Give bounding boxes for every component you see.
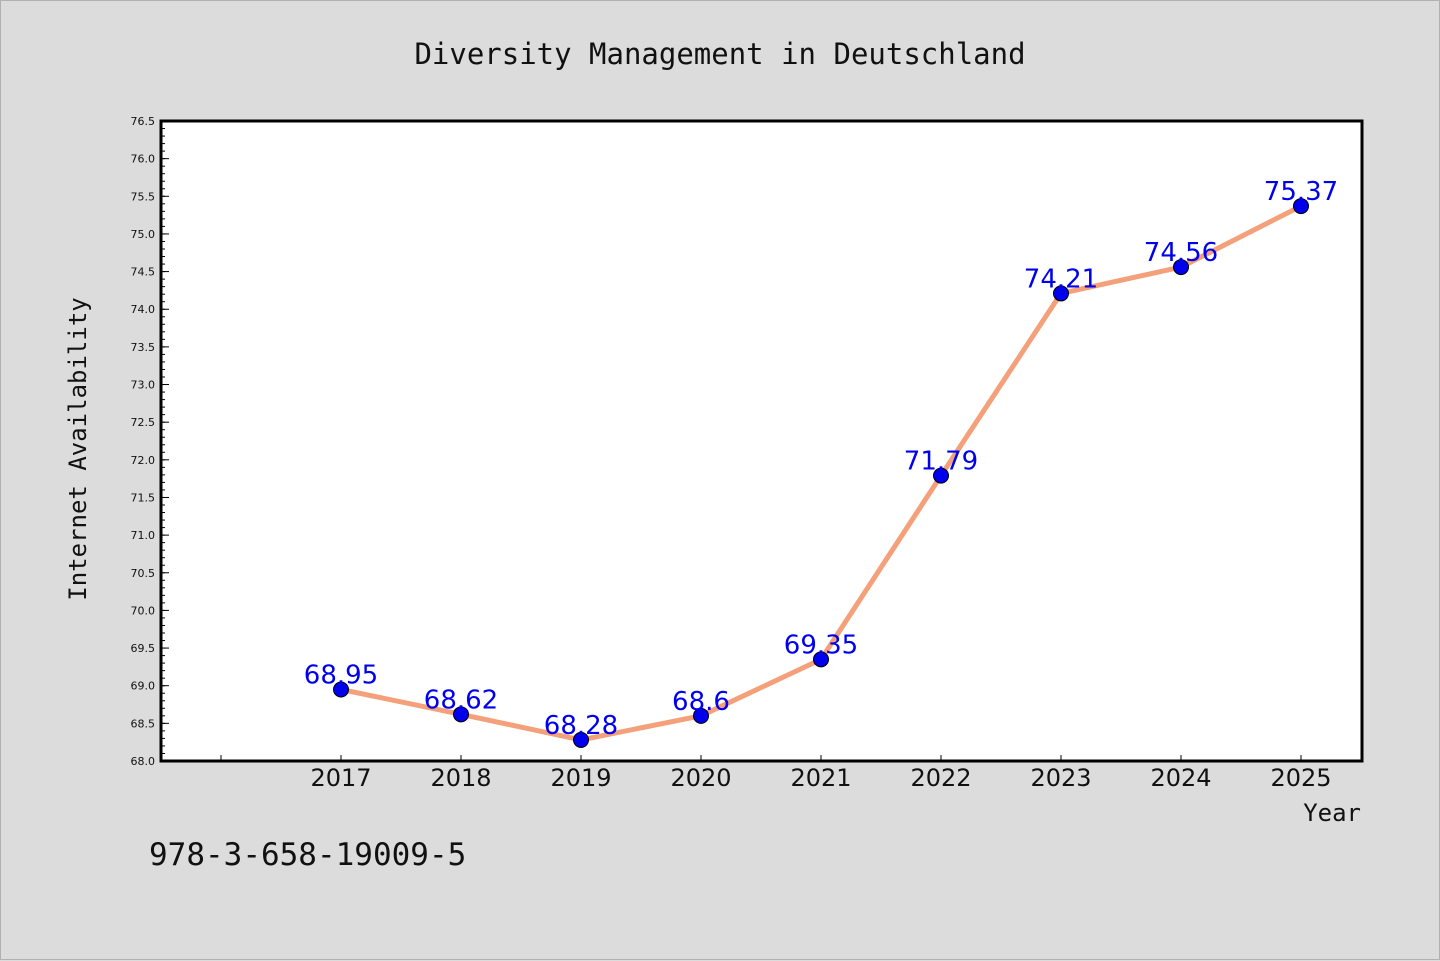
data-label: 68.62 [424,685,498,715]
y-tick-label: 68.0 [131,755,156,768]
y-tick-label: 70.0 [131,604,156,617]
y-tick-label: 73.0 [131,379,156,392]
y-tick-label: 71.0 [131,529,156,542]
x-tick-label: 2020 [670,764,731,792]
data-point [1293,198,1309,215]
y-tick-label: 75.5 [131,190,156,203]
data-point [933,467,949,484]
data-point [333,681,349,698]
y-axis: 68.0 68.5 69.0 69.5 70.0 70.5 71.0 71.5 72.0 72.5… [131,115,169,768]
y-tick-label: 76.5 [131,115,156,128]
y-tick-label: 72.0 [131,454,156,467]
chart-title: Diversity Management in Deutschland [414,37,1025,71]
x-axis: 2017 2018 2019 2020 2021 2022 2023 2024 2025 [220,755,1332,792]
x-tick-label: 2023 [1030,764,1091,792]
data-point [693,707,709,724]
y-tick-label: 74.0 [131,303,156,316]
y-tick-label: 71.5 [131,491,156,504]
y-tick-label: 76.0 [131,153,156,166]
y-tick-label: 74.5 [131,266,156,279]
x-tick-label: 2022 [910,764,971,792]
x-tick-label: 2017 [310,764,371,792]
data-label: 68.28 [544,711,618,741]
y-tick-label: 69.0 [131,680,156,693]
y-tick-label: 73.5 [131,341,156,354]
data-label: 68.95 [304,660,378,690]
x-tick-label: 2019 [550,764,611,792]
x-tick-label: 2021 [790,764,851,792]
isbn-footnote: 978-3-658-19009-5 [149,837,466,873]
data-label: 69.35 [784,630,858,660]
plot-area [159,119,1364,763]
data-label: 75.37 [1264,177,1338,207]
y-tick-label: 69.5 [131,642,156,655]
y-tick-label: 70.5 [131,567,156,580]
data-point [1053,285,1069,302]
data-label: 68.6 [672,687,730,717]
y-tick-label: 68.5 [131,717,156,730]
x-tick-label: 2025 [1270,764,1331,792]
data-label: 71.79 [904,447,978,477]
data-point [1173,259,1189,276]
data-point [573,731,589,748]
data-label: 74.56 [1144,238,1218,268]
x-axis-label: Year [1303,799,1361,827]
series-group: 68.95 68.62 68.28 68.6 69.35 71.79 74.21 74.56 7… [304,177,1338,748]
data-point [813,651,829,668]
data-point [453,706,469,723]
x-tick-label: 2018 [430,764,491,792]
data-label: 74.21 [1024,264,1098,294]
y-axis-label: Internet Availability [64,297,92,600]
y-tick-label: 72.5 [131,416,156,429]
x-tick-label: 2024 [1150,764,1211,792]
y-tick-label: 75.0 [131,228,156,241]
